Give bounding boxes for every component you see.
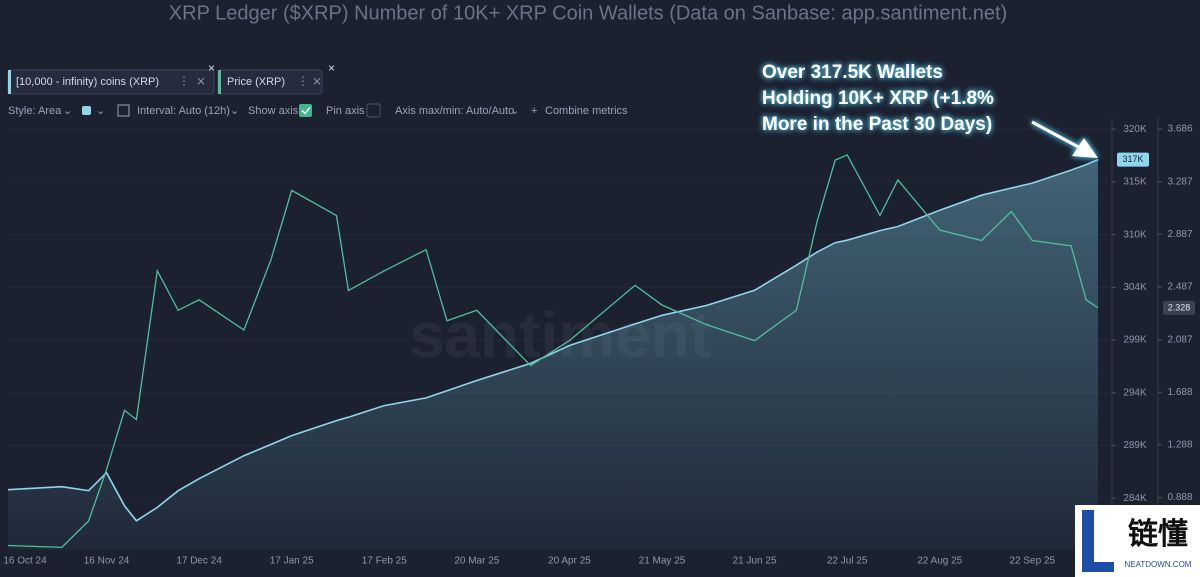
- interval-icon: [117, 104, 130, 117]
- y-tick-label: 289K: [1123, 440, 1147, 451]
- x-tick-label: 21 Jun 25: [733, 556, 777, 567]
- toolbar: Style: Area ⌄ ⌄ Interval: Auto (12h) ⌄ S…: [8, 103, 628, 118]
- style-select[interactable]: Style: Area: [8, 105, 62, 117]
- legend-close[interactable]: ×: [208, 61, 215, 75]
- y-tick-label: 320K: [1123, 124, 1147, 135]
- line: [7, 154, 1099, 549]
- legend-close[interactable]: ⨯: [312, 74, 322, 88]
- y-tick-label: 284K: [1123, 493, 1147, 504]
- chevron: ⌄: [96, 105, 105, 117]
- y-tick-label: 304K: [1123, 282, 1147, 293]
- logo-site: NEATDOWN.COM: [1125, 560, 1192, 569]
- x-tick-label: 22 Sep 25: [1009, 556, 1055, 567]
- chevron: ⌄: [230, 105, 239, 117]
- legend-label: [10,000 - infinity) coins (XRP): [16, 76, 159, 88]
- y2-tick-label: 1.688: [1167, 387, 1192, 398]
- pin-axis-checkbox[interactable]: [366, 103, 381, 118]
- legend-swatch: [8, 70, 11, 94]
- logo: 链懂 NEATDOWN.COM: [1075, 505, 1200, 577]
- x-tick-label: 17 Dec 24: [176, 556, 222, 567]
- x-tick-label: 20 Mar 25: [454, 556, 499, 567]
- legend-menu[interactable]: ⋮: [178, 74, 190, 88]
- line: [7, 158, 1099, 522]
- y-tick-label: 310K: [1123, 229, 1147, 240]
- show-axis-label: Show axis: [248, 105, 299, 117]
- y-tick-label: 315K: [1123, 177, 1147, 188]
- annotation-arrowhead: [1072, 138, 1098, 158]
- y2-tick-label: 2.487: [1167, 282, 1192, 293]
- y2-tick-label: 1.288: [1167, 440, 1192, 451]
- annotation-arrow: [1031, 120, 1085, 152]
- plus-icon: +: [531, 105, 537, 117]
- logo-name: 链懂: [1128, 517, 1188, 551]
- y2-tick-label: 0.888: [1167, 492, 1192, 503]
- show-axis-checkbox[interactable]: [299, 104, 312, 117]
- value-badge: [1117, 152, 1149, 167]
- interval-select[interactable]: Interval: Auto (12h): [137, 105, 230, 117]
- x-tick-label: 16 Oct 24: [3, 556, 47, 567]
- combine-metrics[interactable]: Combine metrics: [545, 105, 628, 117]
- x-tick-label: 17 Feb 25: [362, 556, 407, 567]
- value-label: 317K: [1122, 154, 1143, 164]
- value-label: 2.328: [1168, 302, 1191, 312]
- y2-tick-label: 3.686: [1167, 124, 1192, 135]
- x-tick-label: 16 Nov 24: [84, 556, 130, 567]
- color-swatch[interactable]: [82, 106, 91, 115]
- plot: [7, 154, 1099, 550]
- x-tick-label: 17 Jan 25: [270, 556, 314, 567]
- annotation-line: Holding 10K+ XRP (+1.8%: [762, 88, 994, 109]
- axis-minmax-select[interactable]: Axis max/min: Auto/Auto: [395, 105, 514, 117]
- annotation-line: More in the Past 30 Days): [762, 114, 992, 135]
- annotation: Over 317.5K Wallets Holding 10K+ XRP (+1…: [762, 62, 1098, 158]
- chevron: ⌄: [510, 105, 519, 117]
- y-tick-label: 299K: [1123, 335, 1147, 346]
- pin-axis-label: Pin axis: [326, 105, 365, 117]
- legend-menu[interactable]: ⋮: [297, 74, 309, 88]
- y2-tick-label: 2.087: [1167, 334, 1192, 345]
- legend-swatch: [218, 70, 221, 94]
- x-tick-label: 20 Apr 25: [548, 556, 591, 567]
- legend: [10,000 - infinity) coins (XRP) ⋮ ⨯ × Pr…: [7, 61, 335, 95]
- legend-label: Price (XRP): [227, 76, 285, 88]
- value-badge: [1163, 300, 1195, 315]
- check-icon: [301, 106, 311, 115]
- legend-close[interactable]: ×: [328, 61, 335, 75]
- x-tick-label: 22 Aug 25: [917, 556, 962, 567]
- y2-tick-label: 2.887: [1167, 229, 1192, 240]
- chart-title: XRP Ledger ($XRP) Number of 10K+ XRP Coi…: [169, 2, 1007, 24]
- y2-tick-label: 3.287: [1167, 176, 1192, 187]
- chevron: ⌄: [63, 105, 72, 117]
- area: [8, 159, 1098, 550]
- annotation-line: Over 317.5K Wallets: [762, 62, 943, 83]
- x-tick-label: 21 May 25: [639, 556, 686, 567]
- logo-mark: [1082, 510, 1114, 572]
- legend-close[interactable]: ⨯: [196, 74, 206, 88]
- y-tick-label: 294K: [1123, 387, 1147, 398]
- x-tick-label: 22 Jul 25: [827, 556, 868, 567]
